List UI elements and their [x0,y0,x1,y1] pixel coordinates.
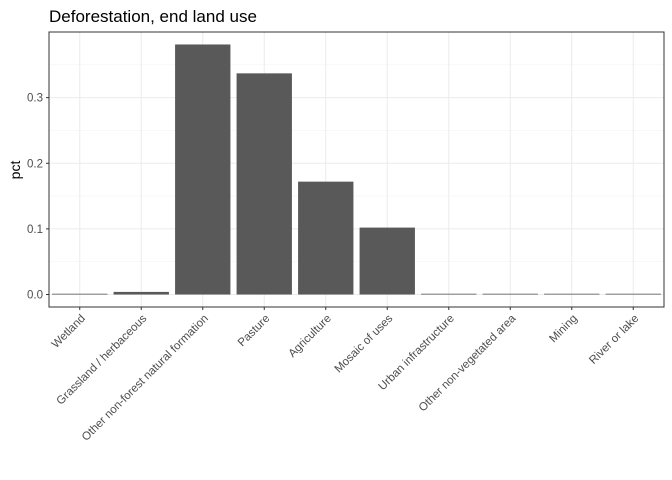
plot-panel-border [48,31,665,308]
y-axis-title: pct [7,161,23,180]
gridlines [49,32,664,307]
bar-3 [236,73,292,295]
x-tick-label: Other non-vegetated area [417,312,519,414]
x-tick-label: Wetland [50,313,88,351]
x-tick-label: Other non-forest natural formation [80,313,211,444]
bar-2 [175,44,231,295]
bar-0 [52,293,108,295]
x-tick-label: Mosaic of uses [333,312,396,375]
bar-4 [298,181,354,295]
y-tick-label: 0.1 [27,224,43,236]
x-tick-label: Agriculture [287,313,334,360]
bar-7 [482,293,538,295]
chart-title: Deforestation, end land use [49,7,257,26]
y-axis-ticks: 0.0 0.1 0.2 0.3 [27,93,49,302]
x-tick-label: Mining [547,313,579,345]
bar-6 [421,293,477,295]
bar-5 [359,227,415,295]
bar-1 [113,291,169,295]
y-tick-label: 0.2 [27,158,43,170]
x-tick-label: River or lake [587,313,641,367]
bar-8 [544,293,600,295]
x-tick-label: Pasture [236,313,273,350]
y-tick-label: 0.3 [27,93,43,105]
y-tick-label: 0.0 [27,290,43,302]
bars [52,44,661,295]
bar-9 [605,293,661,295]
